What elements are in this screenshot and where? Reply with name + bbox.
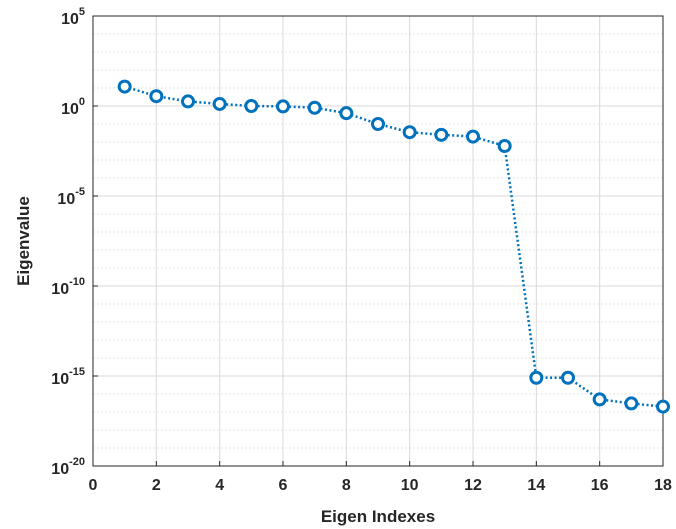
x-tick-label: 14 xyxy=(527,477,545,494)
x-tick-label: 18 xyxy=(654,477,672,494)
x-tick-label: 6 xyxy=(279,477,288,494)
x-tick-label: 10 xyxy=(401,477,419,494)
y-axis-title: Eigenvalue xyxy=(14,196,33,286)
y-tick-label: 100 xyxy=(61,96,85,118)
x-tick-label: 12 xyxy=(464,477,482,494)
plot-frame xyxy=(92,15,664,467)
data-point-marker xyxy=(624,396,639,411)
y-tick-label: 10-5 xyxy=(57,186,85,208)
data-point-marker xyxy=(656,399,670,414)
y-tick-label: 105 xyxy=(61,6,85,28)
x-axis-ticks: 0 2 4 6 8 10 12 14 16 18 xyxy=(89,461,672,494)
x-tick-label: 2 xyxy=(152,477,161,494)
x-tick-label: 16 xyxy=(591,477,609,494)
data-point-marker xyxy=(212,96,227,111)
data-point-marker xyxy=(434,127,449,142)
data-point-marker xyxy=(466,129,480,144)
data-point-marker xyxy=(561,370,575,385)
data-point-marker xyxy=(402,125,417,140)
data-point-marker xyxy=(149,89,164,104)
x-tick-label: 4 xyxy=(215,477,224,494)
data-point-marker xyxy=(181,94,195,109)
data-point-marker xyxy=(117,79,132,94)
data-point-marker xyxy=(497,138,512,153)
data-point-marker xyxy=(307,100,322,115)
y-tick-label: 10-15 xyxy=(51,366,85,388)
x-tick-label: 0 xyxy=(89,477,98,494)
y-axis-ticks: 10-20 10-15 10-10 10-5 100 105 xyxy=(51,6,98,478)
data-point-marker xyxy=(244,99,259,113)
plot-area xyxy=(93,16,663,466)
y-tick-label: 10-10 xyxy=(51,276,85,298)
data-point-marker xyxy=(529,370,544,385)
x-axis-title: Eigen Indexes xyxy=(321,507,435,526)
data-point-marker xyxy=(339,106,354,121)
series-layer xyxy=(117,79,670,414)
data-point-marker xyxy=(276,99,290,114)
x-tick-label: 8 xyxy=(342,477,351,494)
y-tick-label: 10-20 xyxy=(51,456,85,478)
data-point-marker xyxy=(371,117,385,131)
data-point-marker xyxy=(592,392,607,407)
